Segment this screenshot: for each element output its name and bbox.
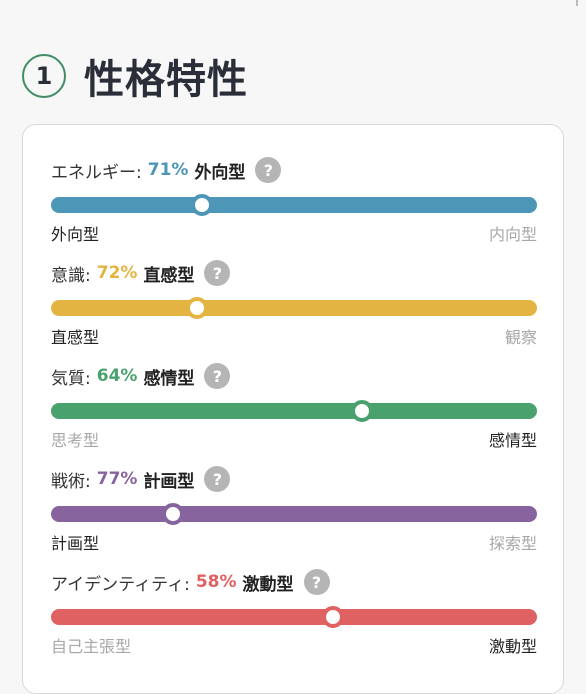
traits-card: エネルギー: 71% 外向型 ? 外向型 内向型 意識: 72% 直感型 ? 直… (22, 124, 564, 694)
trait-name: アイデンティティ: (51, 574, 190, 595)
trait-slider-knob[interactable] (185, 297, 208, 319)
trait-percent: 58% (195, 572, 237, 592)
help-icon[interactable]: ? (204, 466, 231, 492)
trait-tactics: 戦術: 77% 計画型 ? 計画型 探索型 (51, 464, 537, 554)
trait-slider-track (51, 194, 537, 216)
help-icon[interactable]: ? (204, 260, 231, 286)
trait-percent: 72% (96, 263, 138, 283)
section-title: 性格特性 (84, 57, 248, 103)
trait-left-label: 思考型 (51, 431, 100, 450)
trait-endpoints: 思考型 感情型 (51, 427, 537, 451)
trait-type: 感情型 (143, 368, 195, 389)
trait-percent: 71% (147, 160, 189, 180)
trait-right-label: 激動型 (488, 637, 537, 656)
trait-endpoints: 直感型 観察 (51, 324, 537, 348)
trait-slider-knob[interactable] (161, 503, 184, 525)
trait-name: 気質: (51, 368, 91, 389)
trait-identity: アイデンティティ: 58% 激動型 ? 自己主張型 激動型 (51, 567, 537, 657)
trait-slider-knob[interactable] (190, 194, 213, 216)
trait-endpoints: 外向型 内向型 (51, 221, 537, 245)
trait-percent: 77% (96, 469, 138, 489)
trait-left-label: 外向型 (51, 225, 100, 244)
help-icon[interactable]: ? (204, 363, 231, 389)
trait-type: 直感型 (143, 265, 195, 286)
help-icon[interactable]: ? (255, 157, 282, 183)
trait-endpoints: 計画型 探索型 (51, 530, 537, 554)
trait-slider-track (51, 503, 537, 525)
trait-type: 外向型 (194, 162, 246, 183)
trait-right-label: 探索型 (488, 534, 537, 553)
trait-right-label: 観察 (504, 328, 537, 347)
trait-energy: エネルギー: 71% 外向型 ? 外向型 内向型 (51, 155, 537, 245)
trait-name: エネルギー: (51, 162, 142, 183)
trait-label-row: エネルギー: 71% 外向型 ? (51, 155, 282, 185)
trait-right-label: 感情型 (488, 431, 537, 450)
trait-left-label: 自己主張型 (51, 637, 132, 656)
trait-name: 意識: (51, 265, 91, 286)
trait-left-label: 直感型 (51, 328, 100, 347)
trait-slider-knob[interactable] (321, 606, 344, 628)
section-header: 1 性格特性 (22, 48, 248, 104)
trait-name: 戦術: (51, 471, 91, 492)
trait-percent: 64% (96, 366, 138, 386)
trait-left-label: 計画型 (51, 534, 100, 553)
trait-slider-knob[interactable] (351, 400, 374, 422)
trait-type: 計画型 (143, 471, 195, 492)
trait-label-row: アイデンティティ: 58% 激動型 ? (51, 567, 330, 597)
scroll-edge-mark (576, 0, 578, 6)
trait-nature: 気質: 64% 感情型 ? 思考型 感情型 (51, 361, 537, 451)
trait-slider-track (51, 606, 537, 628)
trait-type: 激動型 (242, 574, 294, 595)
trait-label-row: 気質: 64% 感情型 ? (51, 361, 231, 391)
help-icon[interactable]: ? (303, 569, 330, 595)
trait-label-row: 戦術: 77% 計画型 ? (51, 464, 231, 494)
trait-right-label: 内向型 (488, 225, 537, 244)
trait-label-row: 意識: 72% 直感型 ? (51, 258, 231, 288)
trait-slider-track (51, 400, 537, 422)
trait-slider-track (51, 297, 537, 319)
trait-endpoints: 自己主張型 激動型 (51, 633, 537, 657)
step-number-badge: 1 (22, 54, 66, 98)
trait-mind: 意識: 72% 直感型 ? 直感型 観察 (51, 258, 537, 348)
